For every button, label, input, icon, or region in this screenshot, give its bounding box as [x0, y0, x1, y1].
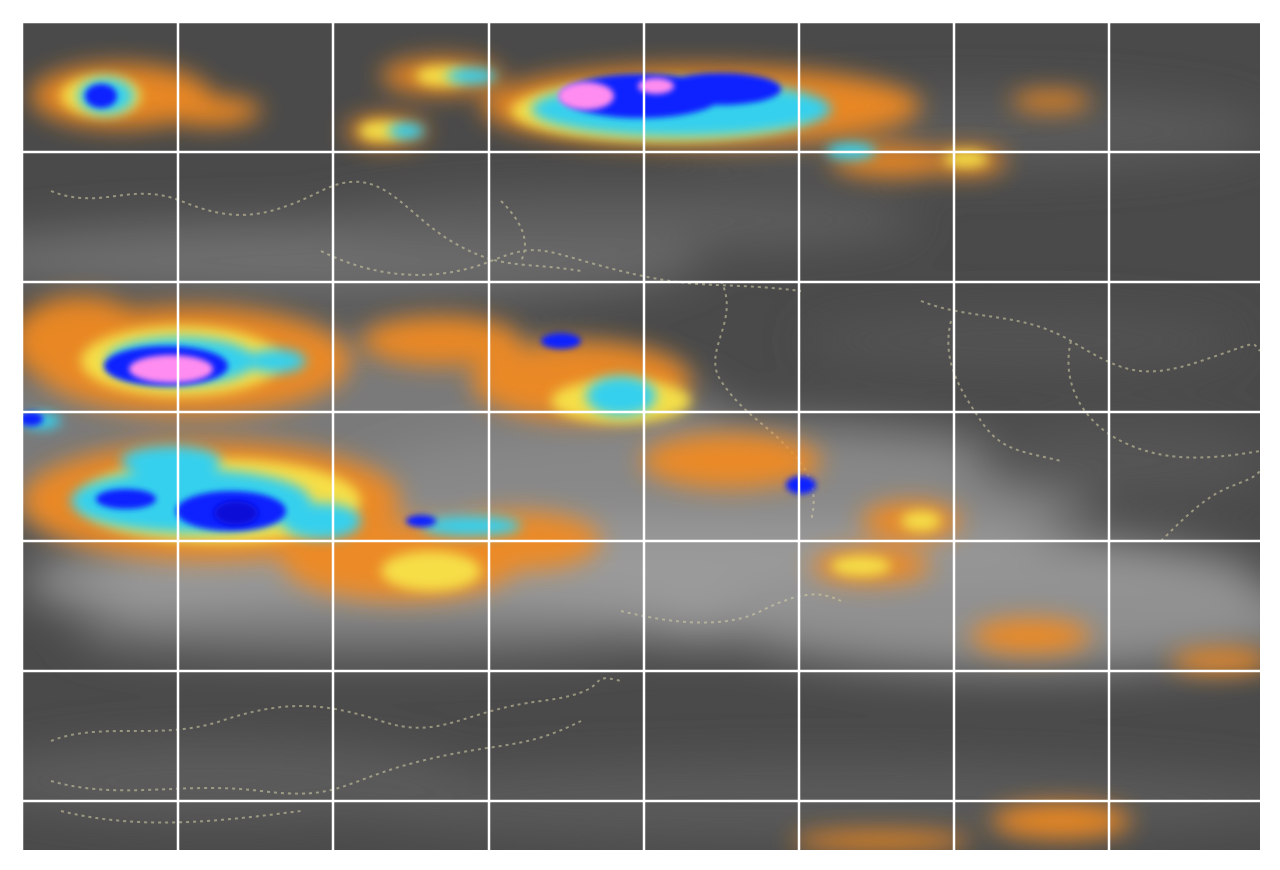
graticule: [21, 21, 1260, 850]
storm-cells-core: [129, 78, 674, 525]
satellite-map-canvas: [21, 21, 1260, 850]
satellite-map[interactable]: [21, 21, 1260, 850]
border-lines: [50, 180, 1260, 824]
